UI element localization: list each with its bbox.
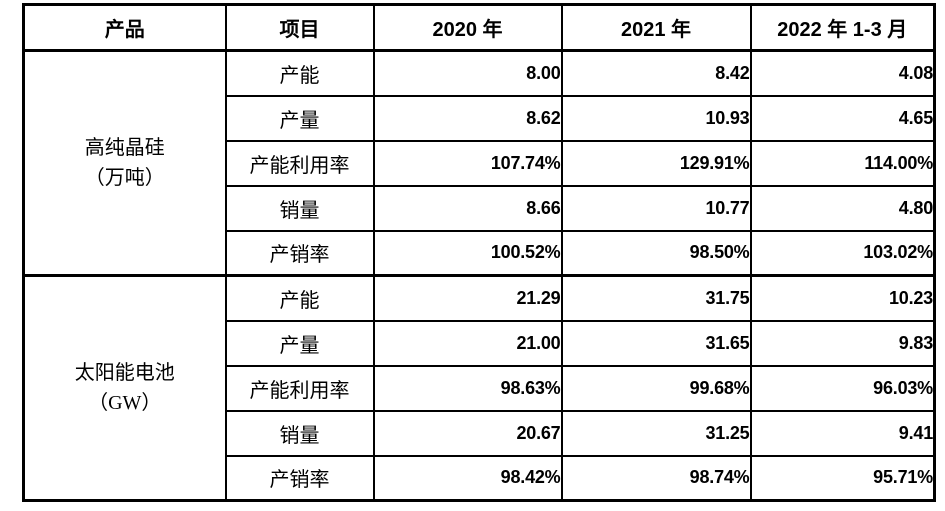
item-label: 销量 xyxy=(224,184,375,232)
table-row: 产销率 100.52% 98.50% 103.02% xyxy=(24,229,936,277)
production-sales-table: 产品 项目 2020 年 2021 年 2022 年 1-3 月 高纯晶硅 （万… xyxy=(22,3,936,502)
item-label: 产能利用率 xyxy=(224,364,375,412)
column-header-2020: 2020 年 xyxy=(372,3,563,52)
value-cell: 31.65 xyxy=(560,319,752,367)
value-cell: 96.03% xyxy=(749,364,936,412)
product-unit: （万吨） xyxy=(84,167,165,189)
value-cell: 20.67 xyxy=(372,409,563,457)
item-label: 产能 xyxy=(224,49,375,97)
value-cell: 98.50% xyxy=(560,229,752,277)
value-cell: 8.42 xyxy=(560,49,752,97)
product-group-solar-cell: 太阳能电池 （GW） xyxy=(22,274,227,502)
column-header-product: 产品 xyxy=(22,3,227,52)
value-cell: 107.74% xyxy=(372,139,563,187)
value-cell: 98.42% xyxy=(372,454,563,502)
product-group-silicon: 高纯晶硅 （万吨） xyxy=(22,49,227,277)
value-cell: 31.25 xyxy=(560,409,752,457)
table-row: 高纯晶硅 （万吨） 产能 8.00 8.42 4.08 xyxy=(22,49,936,277)
column-header-item: 项目 xyxy=(224,3,375,52)
value-cell: 98.74% xyxy=(560,454,752,502)
table-row: 产量 8.62 10.93 4.65 xyxy=(24,94,936,142)
product-name: 太阳能电池 xyxy=(74,362,175,384)
value-cell: 95.71% xyxy=(749,454,936,502)
table-row: 太阳能电池 （GW） 产能 21.29 31.75 10.23 xyxy=(22,274,936,502)
item-label: 销量 xyxy=(224,409,375,457)
value-cell: 98.63% xyxy=(372,364,563,412)
product-name: 高纯晶硅 xyxy=(84,137,165,159)
table-row: 产能利用率 107.74% 129.91% 114.00% xyxy=(24,139,936,187)
value-cell: 129.91% xyxy=(560,139,752,187)
item-label: 产销率 xyxy=(224,229,375,277)
item-label: 产量 xyxy=(224,319,375,367)
product-unit: （GW） xyxy=(88,392,162,414)
table-row: 产能利用率 98.63% 99.68% 96.03% xyxy=(24,364,936,412)
value-cell: 31.75 xyxy=(560,274,752,322)
value-cell: 103.02% xyxy=(749,229,936,277)
value-cell: 8.62 xyxy=(372,94,563,142)
value-cell: 114.00% xyxy=(749,139,936,187)
value-cell: 8.00 xyxy=(372,49,563,97)
item-label: 产能 xyxy=(224,274,375,322)
table-row: 销量 20.67 31.25 9.41 xyxy=(24,409,936,457)
value-cell: 4.65 xyxy=(749,94,936,142)
item-label: 产销率 xyxy=(224,454,375,502)
table-row: 产销率 98.42% 98.74% 95.71% xyxy=(24,454,936,502)
table-row: 产量 21.00 31.65 9.83 xyxy=(24,319,936,367)
value-cell: 21.29 xyxy=(372,274,563,322)
value-cell: 8.66 xyxy=(372,184,563,232)
column-header-2021: 2021 年 xyxy=(560,3,752,52)
item-label: 产量 xyxy=(224,94,375,142)
value-cell: 4.08 xyxy=(749,49,936,97)
table-row: 销量 8.66 10.77 4.80 xyxy=(24,184,936,232)
item-label: 产能利用率 xyxy=(224,139,375,187)
header-row: 产品 项目 2020 年 2021 年 2022 年 1-3 月 xyxy=(22,3,936,52)
value-cell: 10.77 xyxy=(560,184,752,232)
value-cell: 9.83 xyxy=(749,319,936,367)
value-cell: 9.41 xyxy=(749,409,936,457)
value-cell: 10.93 xyxy=(560,94,752,142)
value-cell: 10.23 xyxy=(749,274,936,322)
value-cell: 21.00 xyxy=(372,319,563,367)
value-cell: 4.80 xyxy=(749,184,936,232)
value-cell: 99.68% xyxy=(560,364,752,412)
value-cell: 100.52% xyxy=(372,229,563,277)
column-header-2022-q1: 2022 年 1-3 月 xyxy=(749,3,936,52)
